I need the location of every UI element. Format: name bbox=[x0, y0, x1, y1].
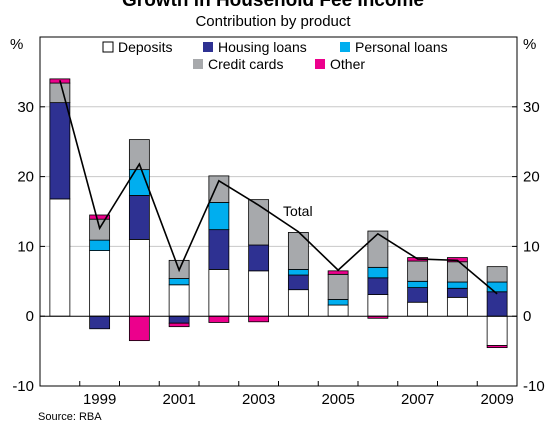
x-tick-label: 2001 bbox=[162, 391, 195, 408]
bar-segment bbox=[89, 250, 111, 317]
bar-segment bbox=[486, 291, 508, 317]
bar-segment bbox=[208, 202, 230, 231]
legend-swatch bbox=[340, 42, 350, 52]
y-tick-label-left: 10 bbox=[17, 238, 34, 255]
bar-segment bbox=[407, 287, 429, 303]
bar-segment bbox=[486, 315, 508, 346]
bar-segment bbox=[248, 244, 270, 272]
bar-segment bbox=[168, 322, 190, 328]
legend-label: Personal loans bbox=[355, 39, 448, 55]
y-unit-right: % bbox=[523, 36, 536, 53]
x-tick-label: 1999 bbox=[83, 391, 116, 408]
y-unit-left: % bbox=[10, 36, 23, 53]
legend-swatch bbox=[102, 41, 114, 53]
bar-segment bbox=[327, 270, 349, 275]
bar-segment bbox=[248, 315, 270, 323]
bar-segment bbox=[89, 315, 111, 330]
bar-segment bbox=[89, 239, 111, 251]
bar-segment bbox=[486, 345, 508, 349]
bar-segment bbox=[168, 315, 190, 324]
legend-label: Deposits bbox=[118, 39, 172, 55]
chart-title: Growth in Household Fee Income bbox=[122, 0, 424, 11]
bar-segment bbox=[367, 266, 389, 279]
y-tick-label-right: 30 bbox=[523, 99, 540, 116]
legend: Deposits Housing loans Personal loans Credi… bbox=[102, 39, 448, 72]
bar-segment bbox=[327, 299, 349, 306]
bar-segment bbox=[446, 261, 468, 283]
bar-segment bbox=[287, 269, 309, 276]
legend-label: Housing loans bbox=[218, 39, 307, 55]
bar-segment bbox=[446, 287, 468, 298]
bar-segment bbox=[49, 102, 71, 200]
bar-segment bbox=[208, 229, 230, 270]
bar-segment bbox=[168, 284, 190, 317]
bar-segment bbox=[367, 294, 389, 317]
gridlines bbox=[40, 106, 517, 387]
x-tick-label: 2005 bbox=[321, 391, 354, 408]
y-tick-label-right: 0 bbox=[523, 308, 531, 325]
axes: -10 -10 0 0 10 10 20 20 30 30 1999 2001 2003 2005 2007… bbox=[12, 36, 545, 408]
bar-segment bbox=[89, 214, 111, 220]
bar-segment bbox=[168, 278, 190, 286]
y-tick-label-left: 0 bbox=[26, 308, 34, 325]
x-tick-label: 2003 bbox=[242, 391, 275, 408]
bar-segment bbox=[248, 199, 270, 246]
plot-frame bbox=[39, 36, 518, 387]
bar-segment bbox=[128, 239, 150, 317]
bar-segment bbox=[287, 289, 309, 317]
bar-segment bbox=[287, 274, 309, 291]
x-tick-label: 2009 bbox=[480, 391, 513, 408]
total-annotation: Total bbox=[283, 203, 313, 219]
y-tick-label-left: -10 bbox=[12, 378, 34, 395]
bar-segment bbox=[446, 296, 468, 317]
y-tick-label-left: 20 bbox=[17, 169, 34, 186]
source-note: Source: RBA bbox=[38, 411, 102, 423]
y-tick-label-right: 20 bbox=[523, 169, 540, 186]
bar-segment bbox=[486, 266, 508, 283]
legend-label: Other bbox=[330, 56, 365, 72]
bar-segment bbox=[407, 301, 429, 317]
chart-subtitle: Contribution by product bbox=[195, 13, 351, 30]
bars bbox=[49, 78, 508, 349]
total-line bbox=[59, 80, 498, 295]
bar-segment bbox=[327, 273, 349, 300]
bar-segment bbox=[128, 315, 150, 342]
bar-segment bbox=[128, 195, 150, 240]
y-tick-label-left: 30 bbox=[17, 99, 34, 116]
bar-segment bbox=[208, 175, 230, 203]
legend-swatch bbox=[315, 59, 325, 69]
x-tick-label: 2007 bbox=[401, 391, 434, 408]
bar-segment bbox=[208, 315, 230, 323]
legend-swatch bbox=[193, 59, 203, 69]
bar-segment bbox=[248, 270, 270, 317]
bar-segment bbox=[128, 139, 150, 171]
bar-segment bbox=[327, 304, 349, 317]
total-series bbox=[59, 80, 498, 295]
bar-segment bbox=[208, 269, 230, 317]
y-tick-label-right: 10 bbox=[523, 238, 540, 255]
legend-swatch bbox=[203, 42, 213, 52]
bar-segment bbox=[407, 260, 429, 282]
bar-segment bbox=[486, 281, 508, 293]
bar-segment bbox=[407, 280, 429, 288]
bar-segment bbox=[446, 281, 468, 289]
legend-label: Credit cards bbox=[208, 56, 283, 72]
bar-segment bbox=[367, 277, 389, 295]
bar-segment bbox=[49, 82, 71, 104]
bar-segment bbox=[367, 230, 389, 268]
bar-segment bbox=[49, 198, 71, 317]
y-tick-label-right: -10 bbox=[523, 378, 545, 395]
